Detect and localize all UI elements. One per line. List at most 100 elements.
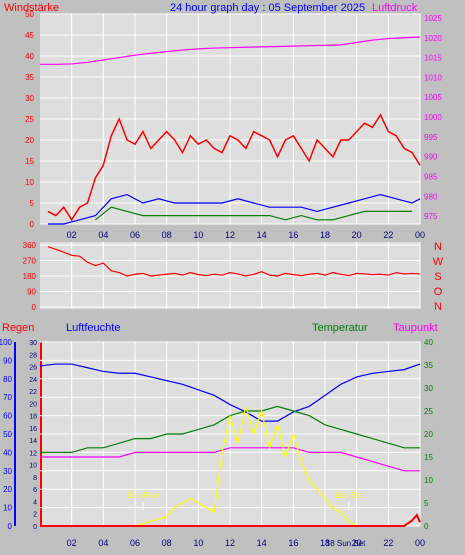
wind-grid <box>40 13 421 225</box>
temperature-tick-label: 14 <box>29 438 37 445</box>
pressure-tick-label: 985 <box>424 172 438 181</box>
right-tick-label: 30 <box>424 384 433 393</box>
right-tick-label: 40 <box>424 338 433 347</box>
hour-tick-label: 20 <box>352 538 362 548</box>
temperature-tick-label: 18 <box>29 414 37 421</box>
pressure-tick-label: 990 <box>424 153 438 162</box>
humidity-tick-label: 0 <box>8 522 13 531</box>
rain-label: Regen <box>2 322 34 334</box>
hour-tick-label: 06 <box>130 538 140 548</box>
temperature-tick-label: 2 <box>33 512 37 519</box>
right-tick-label: 15 <box>424 453 433 462</box>
wind-tick-label: 10 <box>25 178 34 187</box>
climate-y-ticks: 0102030405060708090100024681012141618202… <box>0 338 433 531</box>
temperature-tick-label: 6 <box>33 487 37 494</box>
wind-tick-label: 50 <box>25 10 34 19</box>
humidity-tick-label: 50 <box>3 430 12 439</box>
wind-speed-line <box>47 113 421 222</box>
pressure-tick-label: 1015 <box>424 54 442 63</box>
wind-y-ticks: 0 5 10 15 20 25 30 35 40 45 50 <box>25 10 34 229</box>
temperature-tick-label: 30 <box>29 340 37 347</box>
temperature-tick-label: 22 <box>29 389 37 396</box>
wind-tick-label: 45 <box>25 31 34 40</box>
humidity-tick-label: 60 <box>3 412 12 421</box>
pressure-tick-label: 1020 <box>424 34 442 43</box>
temperature-tick-label: 8 <box>33 475 37 482</box>
wind-tick-label: 0 <box>30 220 35 229</box>
dewpoint-label: Taupunkt <box>393 322 438 334</box>
pressure-tick-label: 975 <box>424 212 438 221</box>
humidity-axis-bar <box>14 342 16 526</box>
wind-series <box>40 36 421 225</box>
wind-tick-label: 25 <box>25 115 34 124</box>
humidity-tick-label: 80 <box>3 375 12 384</box>
hour-tick-label: 10 <box>193 230 203 240</box>
pressure-tick-label: 995 <box>424 133 438 142</box>
chart-title: 24 hour graph day : 05 September 2025 <box>170 2 365 14</box>
temperature-tick-label: 20 <box>29 401 37 408</box>
wind-average-line <box>47 193 421 225</box>
sun-set-axis-label: 18 Sun Set <box>326 539 366 548</box>
hour-tick-label: 02 <box>67 538 77 548</box>
hour-tick-label: 08 <box>162 538 172 548</box>
compass-letter: N <box>434 301 442 313</box>
direction-series <box>47 246 421 277</box>
pressure-tick-label: 1010 <box>424 73 442 82</box>
wind-tick-label: 35 <box>25 73 34 82</box>
wind-calm-line <box>95 206 413 221</box>
sun-annotation: Sun Set <box>335 491 364 500</box>
wind-tick-label: 20 <box>25 136 34 145</box>
hour-tick-label: 00 <box>415 538 425 548</box>
right-tick-label: 5 <box>424 499 429 508</box>
hour-tick-label: 04 <box>98 538 108 548</box>
hour-tick-label: 14 <box>257 230 267 240</box>
right-tick-label: 25 <box>424 407 433 416</box>
hour-tick-label: 12 <box>225 538 235 548</box>
pressure-tick-label: 1000 <box>424 113 442 122</box>
climate-x-ticks: 02 04 06 08 10 12 14 16 18 20 22 00 <box>67 538 425 548</box>
right-tick-label: 20 <box>424 430 433 439</box>
humidity-label: Luftfeuchte <box>66 322 120 334</box>
wind-tick-label: 30 <box>25 94 34 103</box>
temperature-tick-label: 0 <box>33 524 37 531</box>
sun-annotation: Sun Rise <box>127 491 160 500</box>
wind-direction-line <box>47 246 421 277</box>
hour-tick-label: 10 <box>193 538 203 548</box>
pressure-axis-label: Luftdruck <box>372 2 418 14</box>
pressure-y-ticks: 975 980 985 990 995 1000 1005 1010 1015 1020 1025 <box>424 14 442 221</box>
hour-tick-label: 06 <box>130 230 140 240</box>
direction-tick-label: 180 <box>23 272 37 281</box>
temperature-label: Temperatur <box>312 322 368 334</box>
direction-tick-label: 360 <box>23 241 37 250</box>
direction-grid <box>40 242 421 309</box>
pressure-tick-label: 1025 <box>424 14 442 23</box>
compass-letter: W <box>433 256 444 268</box>
temperature-tick-label: 4 <box>33 499 37 506</box>
humidity-tick-label: 20 <box>3 485 12 494</box>
humidity-tick-label: 90 <box>3 356 12 365</box>
sun-annotations: Sun Rise Sun Set 18 Sun Set <box>127 491 366 548</box>
dewpoint-line <box>40 447 420 472</box>
climate-panel: Regen Luftfeuchte Temperatur Taupunkt 0 1… <box>0 322 438 548</box>
rain-line <box>40 513 421 527</box>
temperature-tick-label: 12 <box>29 450 37 457</box>
direction-y-ticks: 0 90 180 270 360 <box>23 241 37 312</box>
humidity-line <box>39 363 421 422</box>
direction-tick-label: 90 <box>27 288 36 297</box>
humidity-tick-label: 40 <box>3 448 12 457</box>
hour-tick-label: 16 <box>288 230 298 240</box>
compass-letter: O <box>434 286 443 298</box>
hour-tick-label: 02 <box>67 230 77 240</box>
temperature-tick-label: 26 <box>29 365 37 372</box>
right-tick-label: 35 <box>424 361 433 370</box>
compass-letter: N <box>434 241 442 253</box>
pressure-line <box>40 36 421 65</box>
humidity-tick-label: 70 <box>3 393 12 402</box>
wind-tick-label: 40 <box>25 52 34 61</box>
wind-tick-label: 15 <box>25 157 34 166</box>
solar-line <box>134 406 357 527</box>
wind-axis-label: Windstärke <box>4 2 59 14</box>
hour-tick-label: 16 <box>288 538 298 548</box>
